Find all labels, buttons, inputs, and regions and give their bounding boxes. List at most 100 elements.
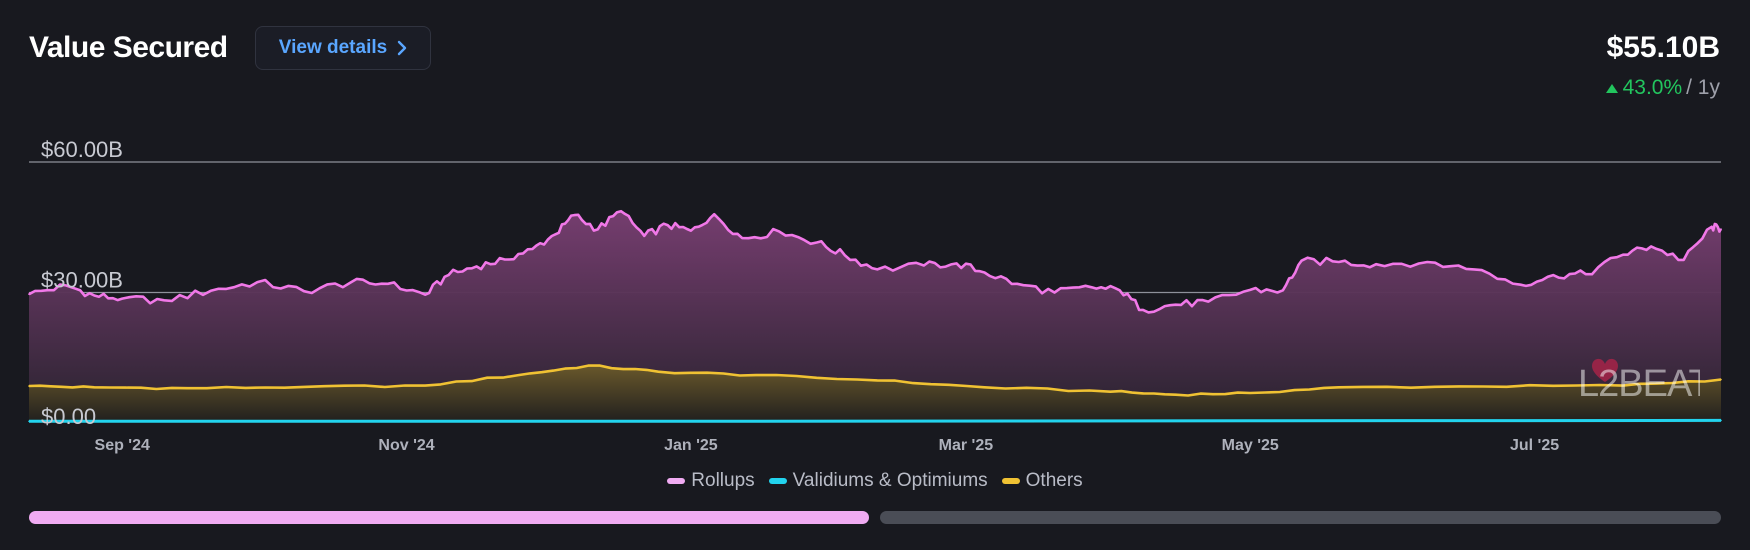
legend-item-validiums[interactable]: Validiums & Optimiums — [768, 470, 988, 492]
data-point-rollups — [1710, 226, 1713, 228]
area-rollups — [29, 211, 1721, 423]
data-point-others — [303, 386, 305, 388]
data-point-rollups — [1519, 283, 1522, 286]
data-point-others — [517, 374, 520, 376]
range-selector-track[interactable] — [880, 511, 1721, 524]
value-secured-chart[interactable]: $0.00 $30.00B $60.00B Sep '24 Nov '24 Jan '25… — [0, 0, 1750, 460]
y-axis-tick-label: $60.00B — [41, 137, 123, 162]
chevron-right-icon — [398, 40, 407, 56]
x-axis-tick-label: Nov '24 — [378, 437, 434, 454]
data-point-rollups — [121, 297, 124, 300]
data-point-others — [1109, 390, 1112, 393]
data-point-rollups — [1375, 263, 1377, 266]
change-indicator: 43.0% / 1y — [1605, 74, 1720, 102]
data-point-rollups — [1016, 283, 1018, 285]
x-axis-tick-label: Sep '24 — [95, 437, 150, 454]
change-percent: 43.0% — [1622, 76, 1683, 99]
data-point-rollups — [923, 264, 925, 267]
data-point-rollups — [1207, 300, 1210, 303]
data-point-rollups — [741, 237, 743, 239]
data-point-rollups — [163, 299, 165, 302]
page-title: Value Secured — [29, 31, 228, 64]
x-axis-tick-label: Mar '25 — [939, 437, 994, 454]
data-point-others — [1174, 393, 1177, 396]
view-details-button[interactable]: View details — [255, 26, 431, 70]
legend-item-rollups[interactable]: Rollups — [667, 470, 755, 492]
data-point-rollups — [531, 248, 534, 250]
data-point-rollups — [713, 213, 715, 215]
change-up: 43.0% — [1605, 74, 1683, 102]
data-point-rollups — [983, 271, 986, 274]
data-point-others — [1482, 385, 1485, 388]
data-point-rollups — [1552, 274, 1554, 276]
data-point-rollups — [815, 241, 818, 244]
data-point-rollups — [1473, 268, 1475, 271]
x-axis-tick-label: Jul '25 — [1510, 437, 1559, 454]
series-line-validiums — [29, 418, 1722, 423]
data-point-others — [876, 379, 879, 382]
legend-label-rollups: Rollups — [691, 470, 755, 491]
data-point-rollups — [778, 230, 781, 233]
total-value: $55.10B — [1606, 31, 1720, 64]
data-point-rollups — [573, 214, 576, 216]
data-point-rollups — [209, 289, 212, 292]
data-point-rollups — [65, 284, 68, 287]
data-point-others — [93, 386, 96, 389]
data-point-rollups — [93, 294, 96, 297]
data-point-others — [587, 364, 590, 367]
data-point-others — [755, 374, 757, 376]
data-point-rollups — [447, 274, 450, 276]
data-point-rollups — [876, 268, 879, 271]
y-axis-tick-label: $0.00 — [41, 404, 96, 429]
data-point-rollups — [387, 283, 389, 285]
change-period: / 1y — [1686, 76, 1720, 99]
data-point-rollups — [955, 262, 958, 265]
series-line-others — [28, 364, 1722, 397]
chart-legend: Rollups Validiums & Optimiums Others — [0, 470, 1750, 492]
data-point-rollups — [1249, 289, 1252, 291]
data-point-others — [1249, 392, 1252, 394]
data-point-rollups — [1650, 245, 1652, 248]
data-point-others — [1622, 384, 1624, 387]
legend-item-others[interactable]: Others — [1001, 470, 1083, 492]
data-point-others — [1720, 378, 1722, 381]
data-point-validiums — [1249, 420, 1252, 422]
data-point-validiums — [690, 420, 692, 423]
y-axis-tick-label: $30.00B — [41, 268, 123, 293]
data-point-rollups — [1337, 261, 1340, 263]
data-point-rollups — [620, 210, 622, 212]
data-point-rollups — [1282, 289, 1284, 292]
legend-label-validiums: Validiums & Optimiums — [792, 470, 988, 491]
data-point-others — [424, 384, 426, 387]
data-point-rollups — [1622, 253, 1624, 256]
data-point-rollups — [1682, 259, 1685, 261]
arrow-up-icon — [1605, 83, 1618, 93]
data-point-rollups — [28, 293, 30, 296]
data-point-rollups — [503, 258, 506, 261]
data-point-rollups — [1426, 261, 1429, 263]
data-point-rollups — [1174, 303, 1177, 306]
data-point-rollups — [596, 228, 599, 231]
data-point-rollups — [303, 290, 305, 292]
range-selector-handle[interactable] — [29, 511, 869, 524]
svg-text:L2BEAT: L2BEAT — [1578, 363, 1700, 404]
data-point-rollups — [1118, 289, 1121, 292]
data-point-others — [1337, 386, 1340, 389]
data-point-rollups — [1300, 259, 1303, 262]
data-point-others — [186, 387, 189, 390]
data-point-rollups — [424, 293, 426, 296]
legend-swatch-others — [1001, 478, 1020, 484]
data-point-rollups — [554, 233, 557, 236]
data-point-rollups — [1720, 228, 1722, 230]
data-point-validiums — [1720, 419, 1722, 422]
data-point-rollups — [349, 281, 352, 284]
data-point-rollups — [843, 254, 846, 256]
data-point-rollups — [1053, 291, 1056, 294]
data-point-rollups — [256, 281, 259, 283]
data-point-rollups — [666, 224, 669, 226]
data-point-validiums — [28, 420, 30, 423]
x-axis-tick-label: May '25 — [1222, 437, 1279, 454]
l2beat-watermark-logo: L2BEAT — [1578, 358, 1700, 404]
area-others — [29, 365, 1721, 423]
data-point-rollups — [1585, 273, 1587, 276]
